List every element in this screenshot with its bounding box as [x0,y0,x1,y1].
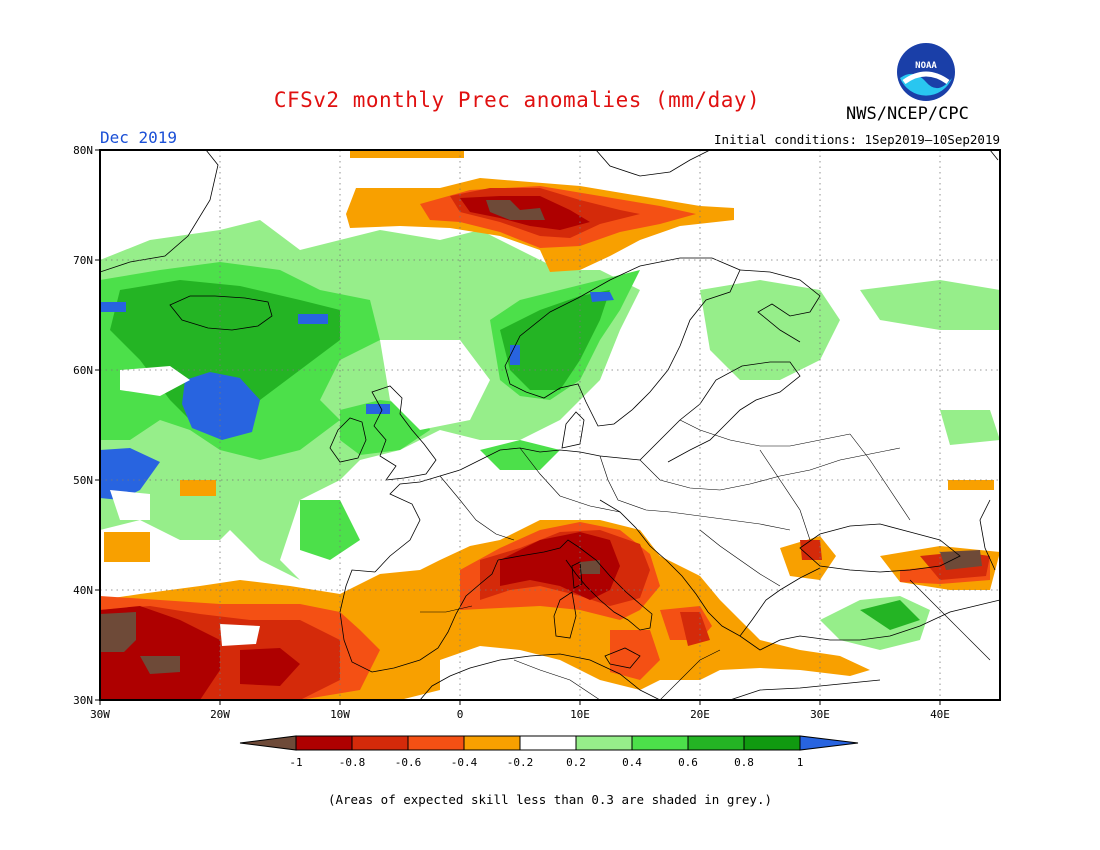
graticule [100,150,1000,700]
legend-label: 0.8 [734,756,754,769]
logo-text: NOAA [915,61,937,71]
anomaly-region [860,600,920,630]
anomaly-region [940,550,982,570]
anomaly-region [350,150,464,158]
legend-label: -0.2 [507,756,534,769]
anomaly-region [300,500,360,560]
chart-title: CFSv2 monthly Prec anomalies (mm/day) [273,88,761,112]
lat-label: 60N [73,364,93,377]
anomaly-gap [110,490,150,520]
anomaly-region [948,480,994,490]
anomaly-fills [100,150,1000,700]
legend-label: 0.2 [566,756,586,769]
legend-swatch [631,735,689,751]
legend-swatch [575,735,633,751]
legend-swatch [687,735,745,751]
lat-label: 70N [73,254,93,267]
lon-label: 30E [810,708,830,721]
lat-label: 80N [73,144,93,157]
legend-swatch [295,735,353,751]
anomaly-region [366,404,390,414]
legend-swatch [351,735,409,751]
anomaly-region [110,280,340,430]
anomaly-region [104,532,150,562]
legend-label: -0.4 [451,756,478,769]
lon-label: 20E [690,708,710,721]
legend-label: 0.6 [678,756,698,769]
anomaly-region [510,345,520,365]
anomaly-gap [120,366,190,396]
anomaly-region [590,292,614,302]
anomaly-gap [380,340,490,430]
lat-label: 30N [73,694,93,707]
legend-arrow-low [239,735,297,751]
initial-conditions: Initial conditions: 1Sep2019—10Sep2019 [714,132,1000,147]
forecast-month: Dec 2019 [100,128,178,147]
anomaly-region [500,290,610,390]
lon-label: 0 [457,708,464,721]
anomaly-region [680,612,710,646]
agency-label: NWS/NCEP/CPC [846,104,969,124]
lon-label: 20W [210,708,230,721]
anomaly-region [860,280,1000,330]
lat-label: 40N [73,584,93,597]
anomaly-region [580,560,600,574]
anomaly-region [182,372,260,440]
legend-swatch [407,735,465,751]
country-borders [420,419,991,700]
anomaly-region [140,656,180,674]
legend-arrow-high [799,735,859,751]
noaa-logo: NOAA [897,43,955,101]
anomaly-region [610,630,660,680]
anomaly-region [180,500,240,540]
anomaly-region [240,648,300,686]
lon-label: 10W [330,708,350,721]
anomaly-region [800,540,822,560]
lat-label: 50N [73,474,93,487]
lon-label: 30W [90,708,110,721]
anomaly-region [500,532,620,600]
color-legend: -1 -0.8 -0.6 -0.4 -0.2 0.2 0.4 0.6 0.8 1 [239,735,859,769]
lon-label: 40E [930,708,950,721]
anomaly-region [100,302,126,312]
anomaly-region [100,612,136,652]
anomaly-region [940,410,1000,445]
legend-label: -0.8 [339,756,366,769]
anomaly-region [180,480,216,496]
anomaly-region [700,280,840,380]
legend-swatch [519,735,577,751]
anomaly-gap [220,624,260,646]
legend-swatch [463,735,521,751]
legend-label: 1 [797,756,804,769]
legend-label: -1 [289,756,302,769]
anomaly-region [298,314,328,324]
anomaly-region [486,200,545,220]
legend-label: -0.6 [395,756,422,769]
anomaly-region [100,448,160,500]
legend-swatch [743,735,801,751]
anomaly-region [480,440,560,470]
legend-label: 0.4 [622,756,642,769]
footnote: (Areas of expected skill less than 0.3 a… [327,792,772,807]
lon-label: 10E [570,708,590,721]
map-frame [99,149,1001,701]
